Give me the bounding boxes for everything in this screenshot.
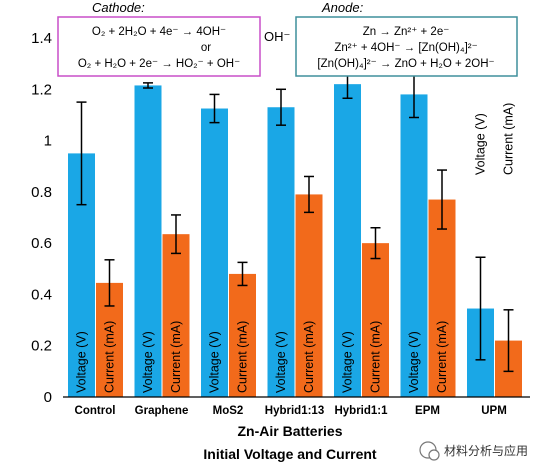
anode-box [295,16,518,77]
current-bar-label: Current (mA) [435,321,449,393]
anode-equation-2: Zn²⁺ + 4OH⁻ → [Zn(OH)₄]²⁻ [334,42,477,54]
voltage-bar-label: Voltage (V) [208,331,222,393]
watermark-text: 材料分析与应用 [444,443,528,458]
current-bar-label: Current (mA) [169,321,183,393]
error-bar [503,309,514,373]
x-axis-title: Zn-Air Batteries [237,423,342,439]
voltage-bar [201,108,228,398]
voltage-bar [267,107,295,397]
anode-equation-3: [Zn(OH)₄]²⁻ → ZnO + H₂O + 2OH⁻ [317,58,494,70]
cathode-title: Cathode: [92,0,145,15]
y-tick-label: 0.6 [31,235,52,252]
voltage-bar-label: Voltage (V) [474,113,488,175]
y-tick-label: 1.2 [31,81,52,98]
current-bar-label: Current (mA) [502,103,516,175]
error-bar [209,93,220,124]
category-label: Hybrid1:1 [334,405,388,417]
error-bar [171,214,181,255]
category-label: Control [75,405,116,417]
category-labels: Control Graphene MoS2 Hybrid1:13 Hybrid1:1 EP… [75,405,507,417]
y-tick-label: 1.4 [31,30,52,47]
y-tick-label: 1 [44,133,52,150]
error-bar [437,169,447,230]
voltage-bar-label: Voltage (V) [75,331,89,393]
voltage-bar-label: Voltage (V) [407,331,421,393]
error-bar [237,261,248,287]
current-bar [428,199,456,397]
error-bars [76,69,514,373]
voltage-bar-label: Voltage (V) [274,331,288,393]
voltage-bar [400,94,428,398]
bars [68,84,522,398]
y-tick-label: 0.4 [31,286,52,303]
watermark: 材料分析与应用 [419,441,528,461]
y-axis-ticks: 0 0.2 0.4 0.6 0.8 1 1.2 1.4 [31,30,52,406]
current-bar [362,243,389,397]
anode-equation-1: Zn → Zn²⁺ + 2e⁻ [363,26,450,38]
y-tick-label: 0.2 [31,338,52,355]
error-bar [304,175,314,214]
error-bar [370,227,381,260]
voltage-bar-label: Voltage (V) [141,331,155,393]
current-bar [162,234,190,397]
category-label: MoS2 [213,405,244,417]
error-bar [104,259,115,307]
category-label: UPM [481,405,507,417]
wechat-icon-inner [428,449,440,461]
cathode-or: or [201,42,211,54]
voltage-bar [134,85,162,398]
category-label: EPM [415,405,440,417]
error-bar [143,82,153,89]
current-bar [229,273,256,397]
category-label: Graphene [135,405,189,417]
error-bar [475,256,486,361]
cathode-equation-1: O₂ + 2H₂O + 4e⁻ → 4OH⁻ [92,26,226,38]
y-tick-label: 0 [44,389,52,406]
cathode-equation-2: O₂ + H₂O + 2e⁻ → HO₂⁻ + OH⁻ [78,58,240,70]
current-bar-label: Current (mA) [302,321,316,393]
category-label: Hybrid1:13 [265,405,324,417]
cathode-box [57,16,261,77]
voltage-bar-label: Voltage (V) [341,331,355,393]
in-bar-labels: Voltage (V) Current (mA) Voltage (V) Curren… [75,103,516,393]
chart-title: Initial Voltage and Current [203,446,377,462]
oh-label: OH⁻ [264,29,290,44]
anode-title: Anode: [321,0,364,15]
current-bar-label: Current (mA) [236,321,250,393]
current-bar-label: Current (mA) [369,321,383,393]
current-bar-label: Current (mA) [103,321,117,393]
y-tick-label: 0.8 [31,184,52,201]
current-bar [295,194,323,397]
voltage-bar [334,84,361,398]
error-bar [276,88,286,126]
error-bar [76,101,87,206]
